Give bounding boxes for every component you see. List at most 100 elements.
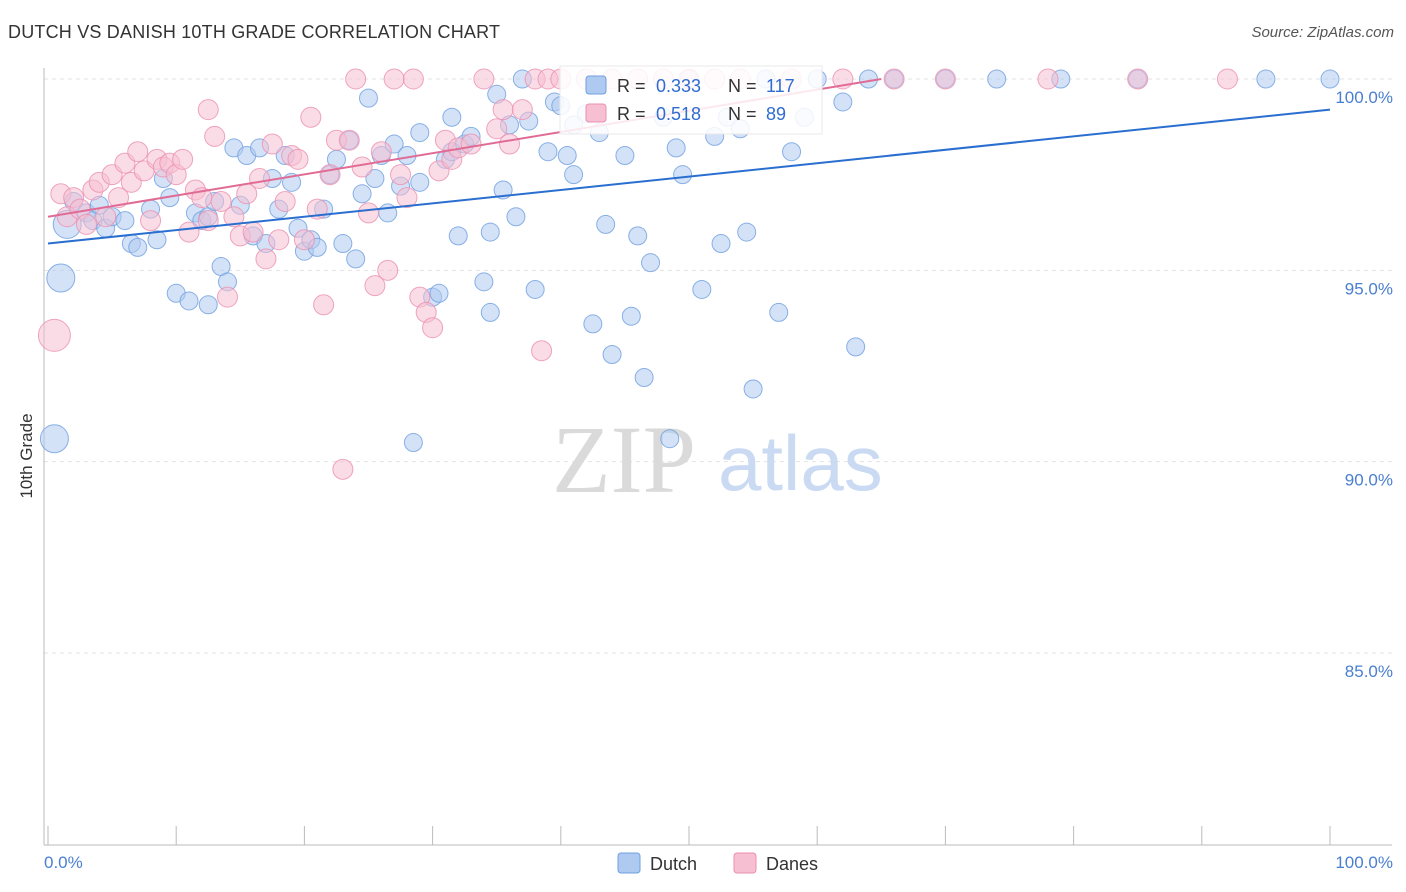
y-tick-label-0: 100.0%: [1335, 88, 1393, 107]
x-tick-label-max: 100.0%: [1335, 853, 1393, 872]
dutch-point-21: [198, 295, 218, 315]
danes-point-0: [37, 318, 71, 352]
danes-point-84: [883, 68, 905, 90]
dutch-point-90: [673, 165, 693, 185]
danes-point-65: [460, 133, 482, 155]
stats-legend: R = 0.333 N = 117 R = 0.518 N = 89: [559, 65, 823, 135]
danes-point-88: [1216, 68, 1238, 90]
dutch-point-53: [403, 433, 423, 453]
danes-legend-swatch: [585, 103, 607, 123]
dutch-point-105: [846, 337, 866, 357]
dutch-n-label: N =: [728, 76, 757, 96]
dutch-point-47: [365, 168, 385, 188]
dutch-point-116: [442, 107, 462, 127]
dutch-point-68: [506, 207, 526, 227]
dutch-point-82: [615, 146, 635, 166]
dutch-point-113: [1320, 69, 1340, 89]
legend-swatch-dutch: [617, 852, 641, 874]
dutch-point-104: [833, 92, 853, 112]
axes: [43, 68, 1392, 846]
dutch-point-2: [39, 424, 69, 454]
danes-point-46: [332, 458, 354, 480]
dutch-point-9: [115, 211, 135, 231]
danes-point-27: [210, 190, 232, 212]
danes-point-60: [422, 317, 444, 339]
danes-point-67: [486, 118, 508, 140]
dutch-point-81: [602, 345, 622, 365]
danes-point-32: [242, 221, 264, 243]
watermark-zip: ZIP: [552, 406, 696, 513]
danes-point-56: [396, 187, 418, 209]
danes-r-label: R =: [617, 104, 646, 124]
danes-point-37: [274, 190, 296, 212]
danes-point-28: [216, 286, 238, 308]
dutch-point-71: [525, 279, 545, 299]
dutch-point-54: [410, 172, 430, 192]
y-tick-label-2: 90.0%: [1345, 471, 1393, 490]
dutch-point-92: [692, 279, 712, 299]
danes-point-66: [473, 68, 495, 90]
dutch-point-86: [641, 253, 661, 273]
danes-point-50: [358, 202, 379, 224]
x-tick-label-min: 0.0%: [44, 853, 83, 872]
dutch-point-98: [743, 379, 763, 399]
dutch-point-112: [1256, 69, 1276, 89]
dutch-r-value: 0.333: [656, 76, 701, 96]
dutch-point-56: [429, 283, 449, 303]
dutch-point-76: [564, 165, 584, 185]
danes-point-36: [268, 229, 290, 251]
y-tick-labels: 100.0% 95.0% 90.0% 85.0%: [1335, 88, 1393, 681]
dutch-point-109: [987, 69, 1007, 89]
dutch-point-46: [359, 88, 378, 108]
data-points: [37, 68, 1340, 480]
danes-point-43: [313, 294, 335, 316]
danes-point-52: [370, 141, 392, 163]
dutch-point-106: [858, 69, 878, 89]
danes-point-21: [178, 221, 200, 243]
dutch-point-80: [596, 214, 616, 234]
danes-point-48: [345, 68, 367, 90]
danes-point-57: [402, 68, 424, 90]
dutch-point-75: [557, 146, 577, 166]
dutch-point-100: [769, 302, 789, 322]
danes-n-label: N =: [728, 104, 757, 124]
dutch-n-value: 117: [766, 76, 795, 96]
danes-point-87: [1127, 68, 1149, 90]
y-tick-label-1: 95.0%: [1345, 279, 1393, 298]
danes-point-53: [377, 259, 399, 281]
legend-label-danes: Danes: [766, 854, 818, 874]
y-axis-label: 10th Grade: [17, 413, 36, 498]
x-tick-labels: 0.0% 100.0%: [44, 853, 1393, 872]
dutch-point-84: [628, 226, 648, 246]
dutch-point-66: [493, 180, 513, 200]
y-tick-label-3: 85.0%: [1345, 662, 1393, 681]
dutch-point-64: [480, 302, 500, 322]
dutch-r-label: R =: [617, 76, 646, 96]
danes-point-39: [287, 148, 309, 170]
legend-label-dutch: Dutch: [650, 854, 697, 874]
gridlines: [44, 78, 1392, 654]
dutch-point-63: [480, 222, 500, 242]
danes-point-5: [75, 213, 97, 235]
danes-n-value: 89: [766, 104, 786, 124]
danes-point-70: [511, 99, 533, 121]
legend-swatch-danes: [733, 852, 757, 874]
danes-point-41: [300, 106, 322, 128]
dutch-trend-line: [47, 108, 1331, 245]
bottom-legend: Dutch Danes: [617, 852, 818, 874]
danes-point-47: [338, 129, 360, 151]
dutch-point-13: [147, 230, 167, 250]
dutch-point-1: [46, 263, 76, 293]
danes-point-15: [140, 210, 162, 232]
dutch-point-59: [448, 226, 468, 246]
dutch-point-94: [711, 234, 731, 254]
dutch-point-88: [660, 429, 680, 449]
dutch-point-101: [782, 142, 802, 162]
dutch-point-17: [179, 291, 199, 311]
watermark-atlas: atlas: [718, 419, 883, 507]
danes-point-33: [249, 167, 271, 189]
dutch-point-72: [538, 142, 558, 162]
dutch-point-85: [634, 367, 654, 387]
danes-point-55: [390, 164, 412, 186]
danes-point-69: [499, 133, 521, 155]
